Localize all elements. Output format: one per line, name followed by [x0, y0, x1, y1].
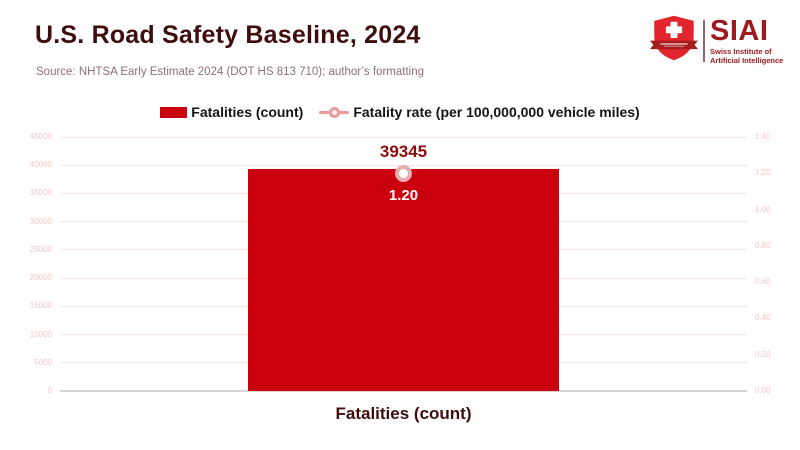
legend-item-fatalities: Fatalities (count)	[160, 104, 303, 120]
y-axis-tick-right: 1.20	[755, 168, 771, 178]
y-axis-tick-right: 0.00	[755, 386, 771, 395]
bar-value-label: 39345	[379, 142, 428, 161]
fatality-rate-marker	[395, 165, 412, 182]
swiss-shield-icon	[648, 14, 700, 67]
y-axis-tick-left: 5000	[34, 357, 52, 367]
y-axis-tick-left: 35000	[29, 188, 52, 198]
line-marker-swatch-icon	[319, 106, 350, 118]
y-axis-tick-left: 40000	[29, 160, 52, 170]
legend-label-fatalities: Fatalities (count)	[191, 104, 304, 120]
bar-swatch-icon	[160, 106, 188, 118]
chart-legend: Fatalities (count) Fatality rate (per 10…	[0, 104, 800, 120]
y-axis-tick-left: 25000	[29, 244, 52, 254]
logo-acronym: SIAI	[710, 14, 769, 47]
fatalities-bar	[248, 169, 559, 391]
y-axis-tick-right: 0.60	[755, 277, 771, 287]
legend-label-fatality-rate: Fatality rate (per 100,000,000 vehicle m…	[353, 104, 640, 120]
siai-logo: SIAI Swiss Institute of Artificial Intel…	[648, 14, 783, 67]
y-axis-tick-right: 1.40	[755, 132, 771, 141]
y-axis-tick-left: 10000	[29, 329, 52, 339]
logo-subtitle-line2: Artificial Intelligence	[710, 56, 784, 65]
y-axis-tick-right: 1.00	[755, 204, 771, 214]
y-axis-tick-left: 30000	[29, 216, 52, 226]
rate-value-label: 1.20	[388, 187, 419, 204]
page-title: U.S. Road Safety Baseline, 2024	[35, 21, 421, 49]
x-axis-line	[60, 390, 747, 392]
y-axis-tick-right: 0.20	[755, 349, 771, 359]
logo-divider	[703, 19, 705, 62]
y-axis-tick-left: 20000	[29, 273, 52, 283]
legend-item-fatality-rate: Fatality rate (per 100,000,000 vehicle m…	[319, 104, 640, 120]
gridline	[60, 136, 747, 138]
y-axis-tick-left: 45000	[29, 132, 52, 141]
y-axis-tick-left: 0	[47, 386, 52, 395]
y-axis-tick-right: 0.80	[755, 240, 771, 250]
x-axis-label: Fatalities (count)	[335, 404, 472, 423]
y-axis-tick-right: 0.40	[755, 313, 771, 323]
y-axis-tick-left: 15000	[29, 301, 52, 311]
source-note: Source: NHTSA Early Estimate 2024 (DOT H…	[36, 66, 424, 78]
logo-subtitle-line1: Swiss Institute of	[710, 46, 772, 56]
